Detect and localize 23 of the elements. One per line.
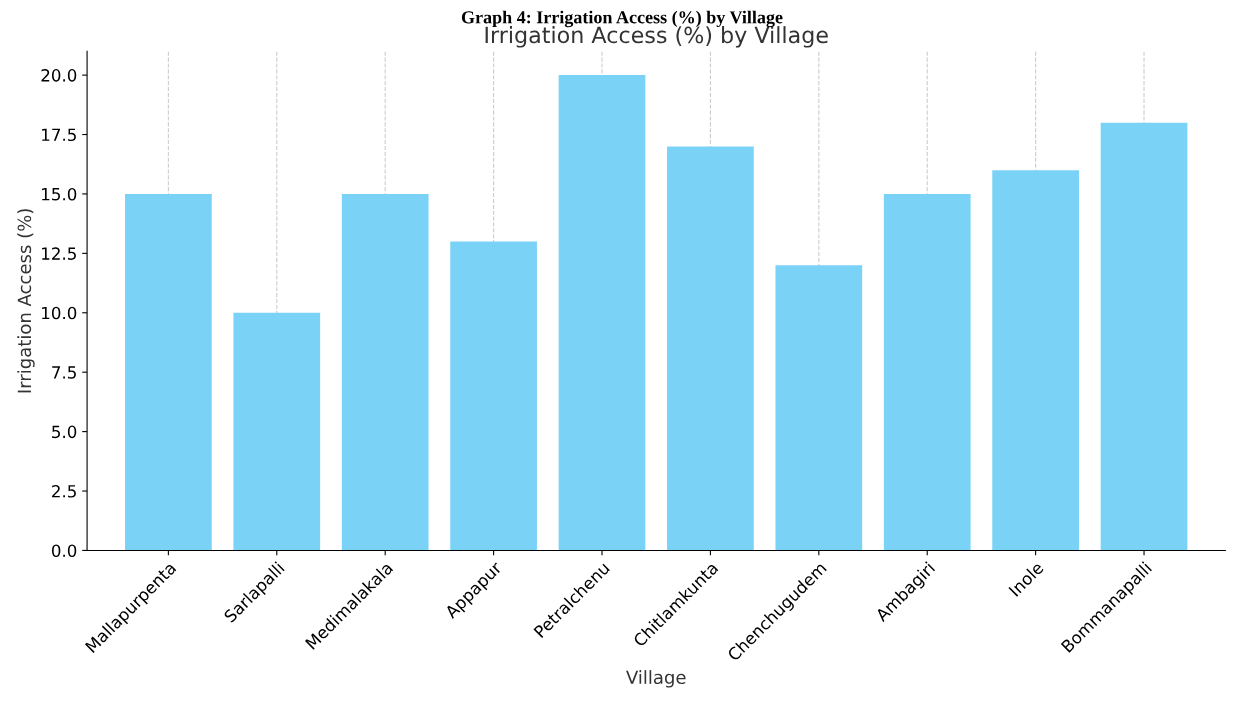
y-tick-label: 20.0 <box>41 69 77 82</box>
y-tick-label: 17.5 <box>42 128 76 142</box>
chart-subtitle: Irrigation Access (%) by Village <box>485 26 828 48</box>
bar <box>125 193 212 551</box>
bar <box>341 193 429 551</box>
bar <box>450 241 537 551</box>
bar <box>775 265 863 551</box>
y-tick-label: 12.5 <box>42 247 76 260</box>
bar <box>667 146 754 551</box>
y-axis-title: Irrigation Access (%) <box>17 209 35 393</box>
bar <box>558 75 646 551</box>
x-axis-title: Village <box>626 670 686 688</box>
y-tick-label: 7.5 <box>52 366 76 379</box>
y-tick-label: 5.0 <box>52 425 77 439</box>
chart-title: Graph 4: Irrigation Access (%) by Village <box>461 10 783 28</box>
y-tick-label: 10.0 <box>42 306 77 320</box>
bar <box>992 170 1079 551</box>
y-tick-label: 15.0 <box>42 187 77 201</box>
bar <box>883 193 971 551</box>
bar <box>1100 122 1188 551</box>
y-tick-label: 2.5 <box>52 484 76 498</box>
y-tick-label: 0.0 <box>51 544 77 558</box>
bar <box>233 312 321 551</box>
